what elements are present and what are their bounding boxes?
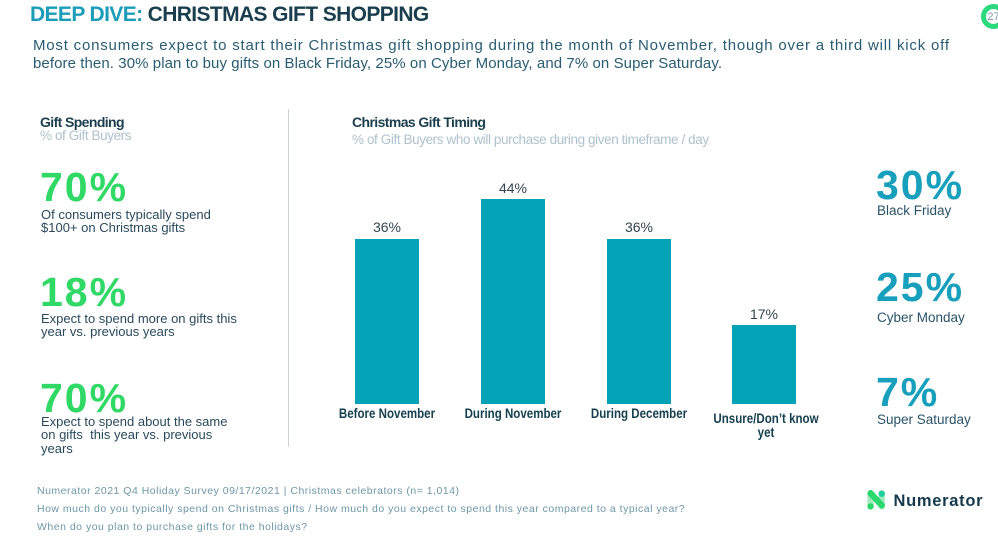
svg-text:Numerator: Numerator — [894, 492, 984, 510]
